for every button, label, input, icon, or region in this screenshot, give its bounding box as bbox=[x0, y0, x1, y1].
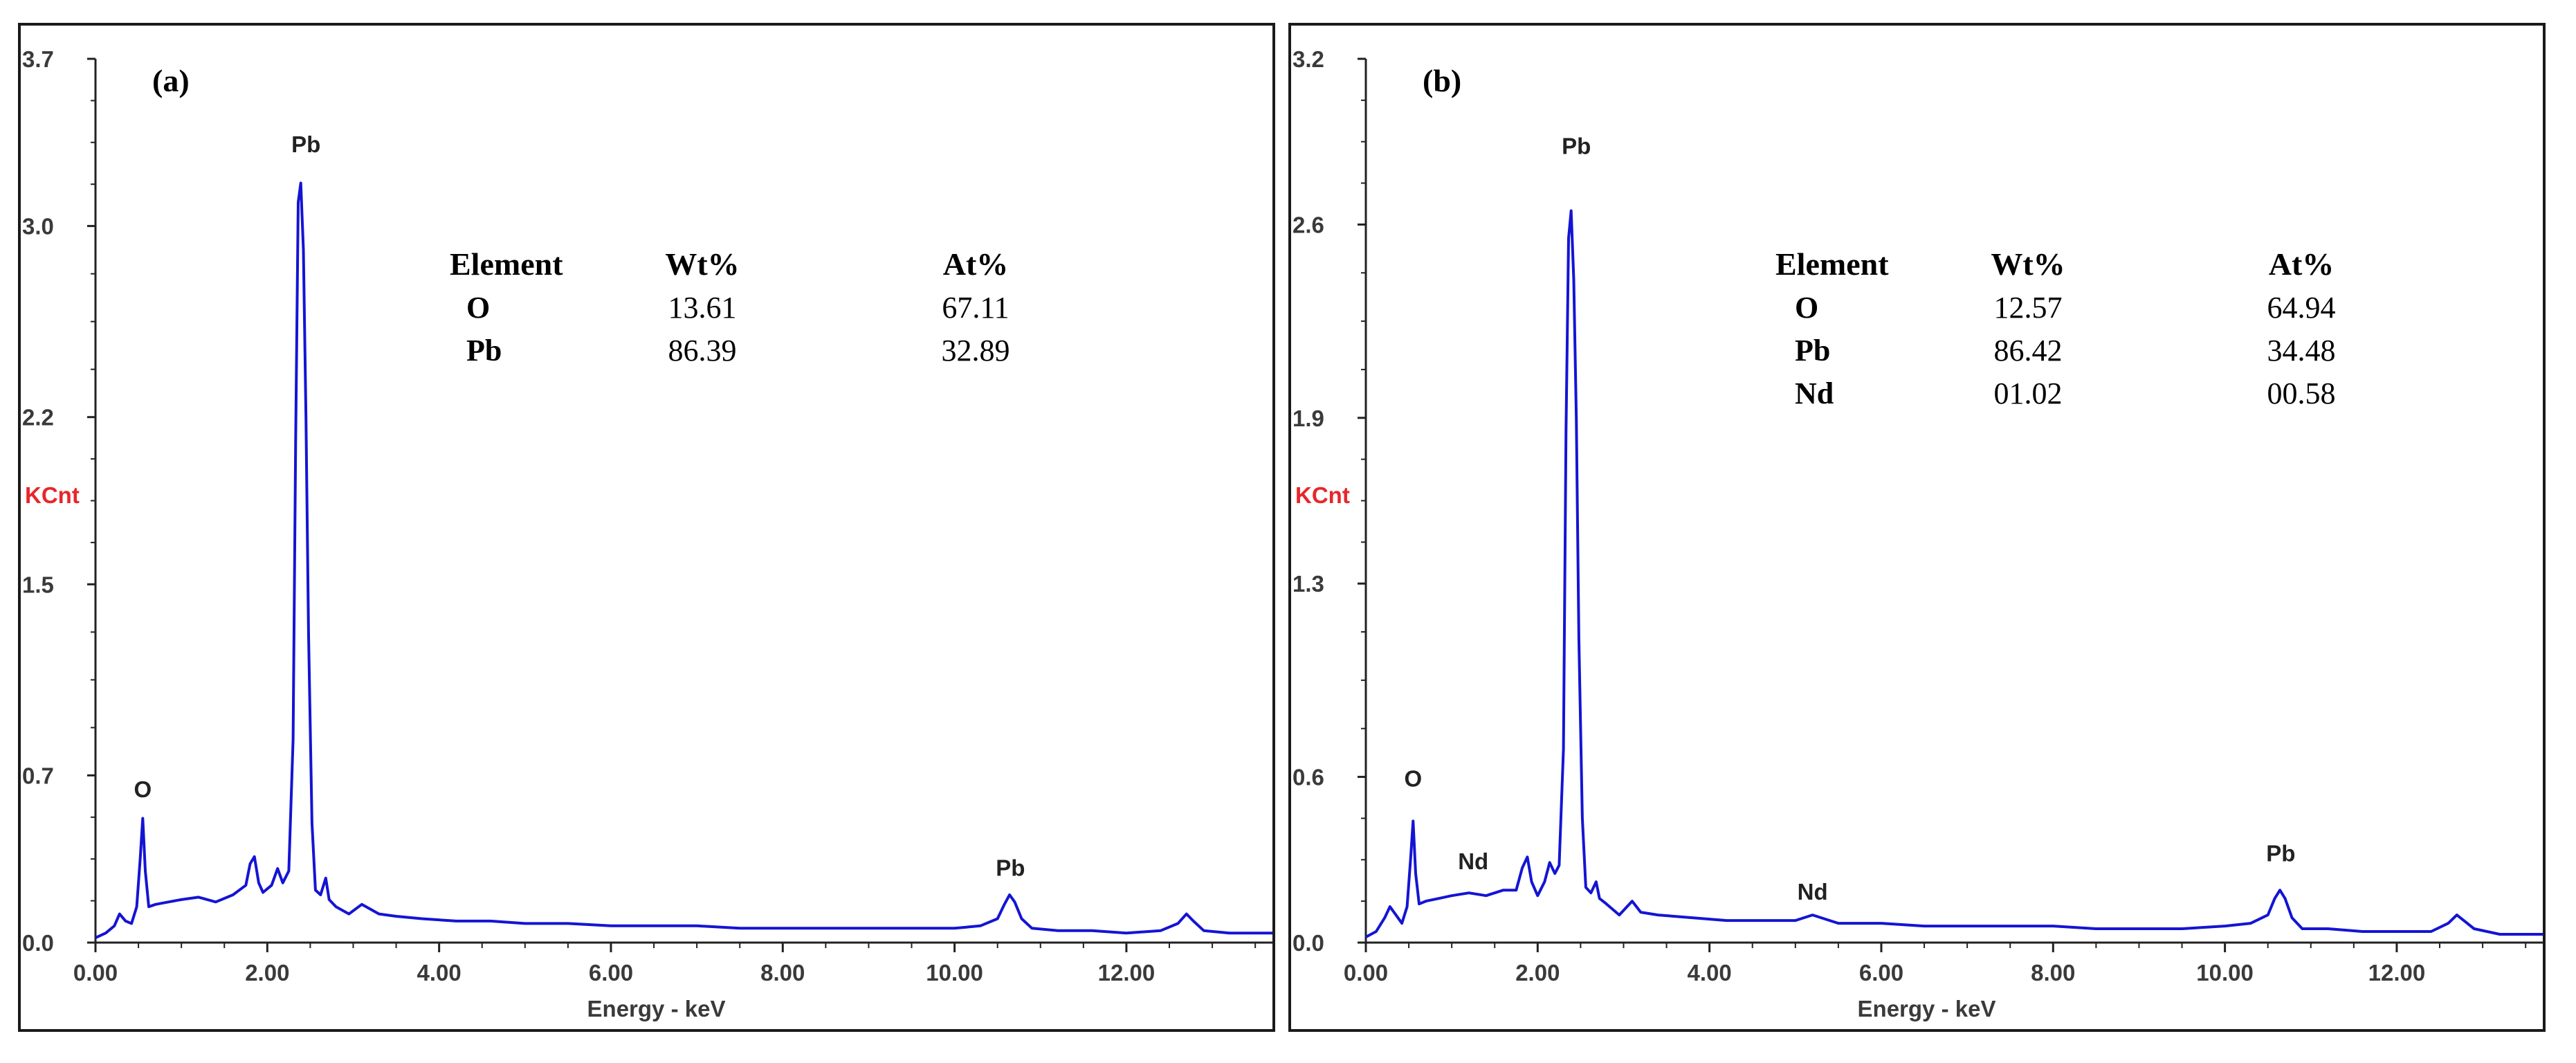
x-tick-label: 2.00 bbox=[1515, 960, 1560, 985]
peak-label-pb: Pb bbox=[2266, 840, 2295, 866]
x-tick-label: 6.00 bbox=[1859, 960, 1903, 985]
x-axis-label: Energy - keV bbox=[1858, 996, 1996, 1021]
peak-label-nd: Nd bbox=[1798, 879, 1828, 905]
y-tick-label: 3.7 bbox=[22, 46, 54, 72]
table-cell-at: 32.89 bbox=[942, 334, 1010, 367]
x-tick-label: 6.00 bbox=[589, 960, 633, 985]
y-tick-label: 3.0 bbox=[22, 214, 54, 239]
peak-label-pb: Pb bbox=[1562, 134, 1591, 159]
table-header-element: Element bbox=[450, 246, 563, 282]
y-tick-label: 1.9 bbox=[1292, 406, 1324, 431]
x-tick-label: 12.00 bbox=[1098, 960, 1155, 985]
y-axis-label: KCnt bbox=[25, 482, 80, 508]
x-tick-label: 8.00 bbox=[2031, 960, 2075, 985]
y-tick-label: 3.2 bbox=[1292, 46, 1324, 72]
x-tick-label: 0.00 bbox=[1344, 960, 1388, 985]
panel-b: 0.0 0.6 1.3 1.9 2.6 3.2 0.00 2.00 4.00 6.00 8.00 10… bbox=[1288, 23, 2546, 1032]
y-tick-label: 0.7 bbox=[22, 763, 54, 788]
table-header-wt-pct: Wt% bbox=[665, 246, 739, 282]
y-tick-label: 0.6 bbox=[1292, 765, 1324, 790]
y-tick-label: 0.0 bbox=[22, 930, 54, 956]
x-tick-label: 4.00 bbox=[417, 960, 462, 985]
x-tick-label: 8.00 bbox=[760, 960, 805, 985]
y-tick-label: 1.5 bbox=[22, 572, 54, 597]
peak-label-o: O bbox=[134, 776, 152, 802]
table-cell-element: O bbox=[1795, 291, 1818, 325]
panel-label: (b) bbox=[1423, 63, 1461, 98]
table-cell-wt: 01.02 bbox=[1994, 376, 2063, 410]
y-tick-label: 2.2 bbox=[22, 405, 54, 430]
spectrum-line bbox=[1365, 209, 2543, 938]
spectrum-line bbox=[95, 181, 1272, 939]
table-row: O 13.61 67.11 bbox=[466, 291, 1010, 325]
x-tick-label: 12.00 bbox=[2368, 960, 2426, 985]
eds-spectrum-chart-b: 0.0 0.6 1.3 1.9 2.6 3.2 0.00 2.00 4.00 6.00 8.00 10… bbox=[1292, 46, 2543, 1021]
peak-label-nd: Nd bbox=[1458, 848, 1488, 874]
composition-table: Element Wt% At% O 13.61 67.11 Pb 86.39 32.89 bbox=[450, 246, 1010, 367]
peak-label-pb: Pb bbox=[291, 131, 320, 157]
y-axis-label: KCnt bbox=[1295, 482, 1350, 508]
table-cell-element: O bbox=[466, 291, 490, 325]
table-row: O 12.57 64.94 bbox=[1795, 291, 2336, 325]
y-tick-label: 1.3 bbox=[1292, 571, 1324, 597]
x-tick-label: 4.00 bbox=[1688, 960, 1732, 985]
table-cell-element: Pb bbox=[466, 334, 502, 367]
table-header-at-pct: At% bbox=[943, 246, 1009, 282]
eds-spectrum-chart-a: 0.0 0.7 1.5 2.2 3.0 3.7 0.00 2.00 4.00 6.00 8.00 10… bbox=[22, 46, 1272, 1021]
peak-label-o: O bbox=[1404, 766, 1422, 792]
x-tick-label: 0.00 bbox=[73, 960, 118, 985]
table-cell-at: 34.48 bbox=[2267, 334, 2336, 367]
table-row: Pb 86.39 32.89 bbox=[466, 334, 1010, 367]
y-tick-label: 2.6 bbox=[1292, 212, 1324, 237]
x-tick-label: 10.00 bbox=[926, 960, 983, 985]
table-cell-at: 00.58 bbox=[2267, 376, 2336, 410]
table-cell-element: Nd bbox=[1795, 376, 1834, 410]
table-cell-wt: 86.39 bbox=[668, 334, 737, 367]
composition-table: Element Wt% At% O 12.57 64.94 Pb 86.42 34.48 Nd 01… bbox=[1775, 246, 2336, 410]
panel-label: (a) bbox=[152, 63, 190, 98]
table-cell-at: 67.11 bbox=[942, 291, 1009, 325]
peak-label-pb: Pb bbox=[996, 855, 1025, 881]
table-row: Pb 86.42 34.48 bbox=[1795, 334, 2336, 367]
table-cell-at: 64.94 bbox=[2267, 291, 2336, 325]
table-cell-wt: 13.61 bbox=[668, 291, 737, 325]
table-header-element: Element bbox=[1775, 246, 1889, 282]
panel-a: 0.0 0.7 1.5 2.2 3.0 3.7 0.00 2.00 4.00 6.00 8.00 10… bbox=[18, 23, 1275, 1032]
table-cell-wt: 86.42 bbox=[1994, 334, 2063, 367]
table-header-wt-pct: Wt% bbox=[1991, 246, 2065, 282]
x-tick-label: 2.00 bbox=[245, 960, 289, 985]
x-tick-label: 10.00 bbox=[2196, 960, 2254, 985]
table-row: Nd 01.02 00.58 bbox=[1795, 376, 2336, 410]
table-header-at-pct: At% bbox=[2269, 246, 2335, 282]
table-cell-wt: 12.57 bbox=[1994, 291, 2063, 325]
x-axis-label: Energy - keV bbox=[587, 996, 726, 1021]
table-cell-element: Pb bbox=[1795, 334, 1830, 367]
y-tick-label: 0.0 bbox=[1292, 930, 1324, 956]
